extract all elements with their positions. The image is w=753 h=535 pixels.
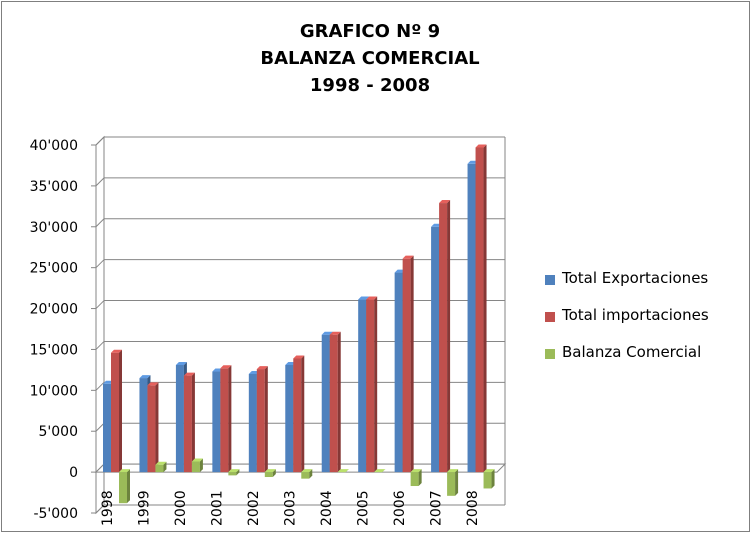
x-tick-label: 2008 — [465, 490, 481, 526]
bar-balanza-comercial — [301, 469, 313, 479]
bar-balanza-comercial — [483, 469, 495, 489]
chart-title-line-3: 1998 - 2008 — [309, 75, 431, 96]
chart-title-line-2: BALANZA COMERCIAL — [260, 48, 480, 69]
gridline-side — [95, 218, 105, 228]
legend-label-importaciones: Total importaciones — [562, 306, 709, 324]
x-tick-label: 2000 — [173, 490, 189, 526]
bar-total-importaciones — [475, 144, 487, 473]
bar-total-importaciones — [293, 355, 305, 473]
bar-total-importaciones — [183, 372, 195, 473]
x-tick-label: 2007 — [428, 490, 444, 526]
bar-balanza-comercial — [155, 461, 167, 473]
x-tick-label: 2004 — [319, 490, 335, 526]
gridline-side — [95, 422, 105, 432]
bar-balanza-comercial — [374, 469, 386, 473]
y-tick-label: 10'000 — [30, 383, 78, 399]
bar-balanza-comercial — [119, 469, 130, 504]
x-tick-label: 2003 — [283, 490, 299, 526]
bar-total-importaciones — [366, 296, 378, 473]
bar-balanza-comercial — [191, 458, 203, 473]
bar-total-importaciones — [439, 200, 451, 473]
x-tick-label: 1998 — [100, 490, 116, 526]
y-tick-label: 15'000 — [30, 342, 78, 358]
bar-balanza-comercial — [264, 469, 276, 478]
bar-total-importaciones — [256, 366, 268, 473]
bar-balanza-comercial — [337, 469, 349, 473]
x-tick-label: 2001 — [210, 490, 226, 526]
chart-title: GRAFICO Nº 9 BALANZA COMERCIAL 1998 - 20… — [190, 18, 550, 99]
x-tick-label: 2006 — [392, 490, 408, 526]
gridline-side — [95, 381, 105, 391]
gridline-side — [95, 177, 105, 187]
y-tick-label: 20'000 — [30, 302, 78, 318]
gridline-side — [95, 300, 105, 309]
y-tick-label: 25'000 — [30, 261, 78, 277]
x-tick-label: 2005 — [355, 490, 371, 526]
bar-total-importaciones — [147, 382, 159, 473]
bar-total-importaciones — [402, 255, 414, 473]
y-tick-label: 0 — [69, 465, 78, 481]
y-tick-label: 35'000 — [30, 179, 78, 195]
y-tick-label: 40'000 — [30, 138, 78, 154]
gridline-side — [95, 504, 105, 514]
legend-swatch-balanza — [545, 349, 555, 359]
bar-balanza-comercial — [228, 469, 240, 476]
bar-balanza-comercial — [410, 469, 422, 487]
bar-balanza-comercial — [447, 469, 459, 496]
gridline-side — [95, 136, 105, 146]
bar-total-importaciones — [111, 349, 122, 473]
x-tick-label: 2002 — [246, 490, 262, 526]
legend-label-balanza: Balanza Comercial — [562, 343, 702, 361]
bar-total-importaciones — [220, 365, 232, 473]
chart-title-line-1: GRAFICO Nº 9 — [299, 21, 441, 42]
y-tick-label: 5'000 — [39, 424, 78, 440]
legend-swatch-exportaciones — [545, 275, 555, 285]
y-tick-label: 30'000 — [30, 220, 78, 236]
x-tick-label: 1999 — [137, 490, 153, 526]
plot-side-wall — [95, 135, 105, 515]
gridline-side — [95, 341, 105, 350]
y-tick-label: -5'000 — [33, 506, 78, 522]
bar-total-importaciones — [329, 331, 341, 473]
legend-label-exportaciones: Total Exportaciones — [562, 269, 709, 287]
gridline-side — [95, 259, 105, 269]
legend-swatch-importaciones — [545, 312, 555, 322]
